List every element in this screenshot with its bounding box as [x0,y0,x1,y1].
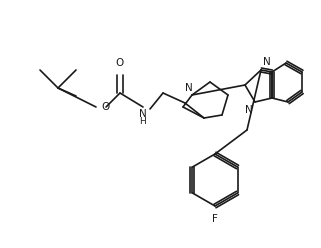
Text: O: O [116,58,124,68]
Text: N: N [185,83,193,93]
Text: N: N [263,57,271,67]
Text: H: H [140,117,146,126]
Text: N: N [139,109,147,119]
Text: N: N [245,105,253,115]
Text: O: O [101,102,109,112]
Text: F: F [212,214,218,224]
